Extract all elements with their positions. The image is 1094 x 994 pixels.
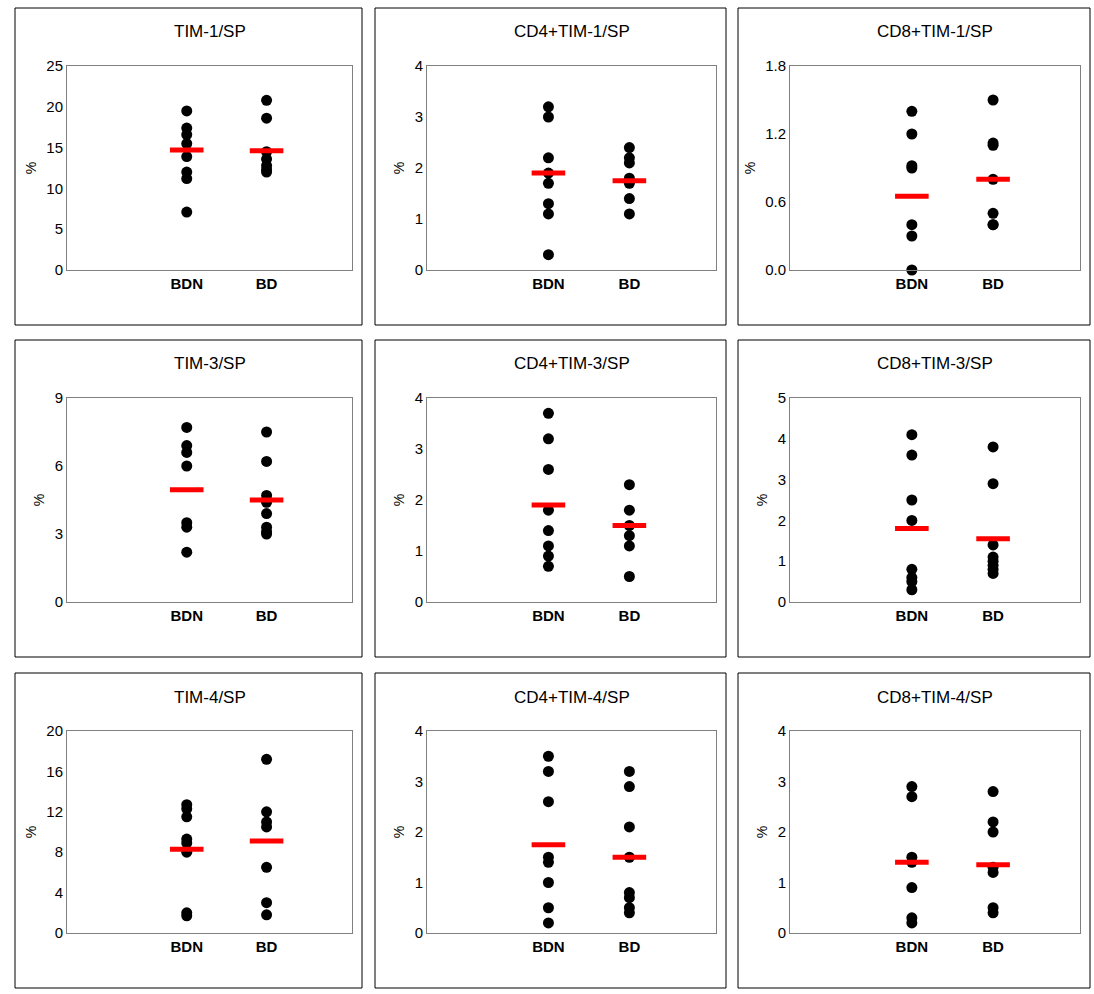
svg-text:25: 25 [46,57,63,74]
svg-text:2: 2 [415,823,423,840]
svg-text:4: 4 [415,389,423,406]
svg-text:BD: BD [256,275,278,292]
svg-text:3: 3 [415,440,423,457]
svg-text:%: % [31,494,47,506]
svg-text:BD: BD [619,275,641,292]
svg-text:3: 3 [778,471,786,488]
svg-text:0: 0 [415,924,423,941]
svg-text:20: 20 [46,722,63,739]
svg-text:1.2: 1.2 [765,125,786,142]
svg-text:3: 3 [778,773,786,790]
svg-text:12: 12 [46,803,63,820]
svg-text:3: 3 [55,525,63,542]
svg-text:0.6: 0.6 [765,193,786,210]
svg-text:%: % [23,162,39,174]
svg-text:0: 0 [778,593,786,610]
svg-text:%: % [391,826,407,838]
svg-text:4: 4 [415,722,423,739]
svg-text:10: 10 [46,180,63,197]
svg-text:20: 20 [46,98,63,115]
svg-text:BDN: BDN [896,938,929,955]
svg-text:BDN: BDN [532,275,565,292]
svg-text:CD4+TIM-4/SP: CD4+TIM-4/SP [514,688,630,707]
svg-text:BDN: BDN [171,275,204,292]
svg-text:%: % [754,826,770,838]
svg-text:0: 0 [415,593,423,610]
svg-text:2: 2 [415,491,423,508]
svg-text:1: 1 [778,552,786,569]
svg-text:BD: BD [619,607,641,624]
svg-text:CD8+TIM-3/SP: CD8+TIM-3/SP [877,354,993,373]
svg-text:%: % [391,162,407,174]
svg-text:BD: BD [256,607,278,624]
svg-text:BDN: BDN [896,607,929,624]
svg-text:2: 2 [778,823,786,840]
svg-text:TIM-4/SP: TIM-4/SP [174,688,246,707]
svg-text:BDN: BDN [171,607,204,624]
svg-text:0: 0 [55,593,63,610]
svg-text:TIM-3/SP: TIM-3/SP [174,354,246,373]
svg-text:BDN: BDN [171,938,204,955]
svg-text:BDN: BDN [896,275,929,292]
svg-text:BDN: BDN [532,938,565,955]
svg-text:1: 1 [415,874,423,891]
svg-text:8: 8 [55,843,63,860]
svg-text:0: 0 [778,924,786,941]
svg-text:TIM-1/SP: TIM-1/SP [174,22,246,41]
svg-text:%: % [391,494,407,506]
svg-text:3: 3 [415,773,423,790]
svg-text:%: % [754,494,770,506]
svg-text:CD8+TIM-4/SP: CD8+TIM-4/SP [877,688,993,707]
svg-text:1: 1 [415,542,423,559]
svg-text:BD: BD [982,938,1004,955]
svg-text:%: % [742,162,758,174]
svg-text:2: 2 [778,512,786,529]
svg-text:0.0: 0.0 [765,261,786,278]
svg-text:CD4+TIM-1/SP: CD4+TIM-1/SP [514,22,630,41]
svg-text:4: 4 [778,430,786,447]
svg-text:6: 6 [55,457,63,474]
svg-text:4: 4 [415,57,423,74]
svg-text:0: 0 [55,924,63,941]
svg-text:BDN: BDN [532,607,565,624]
svg-text:%: % [23,826,39,838]
svg-text:1.8: 1.8 [765,57,786,74]
svg-text:0: 0 [415,261,423,278]
svg-text:BD: BD [982,275,1004,292]
svg-text:BD: BD [256,938,278,955]
svg-text:4: 4 [55,884,63,901]
svg-text:2: 2 [415,159,423,176]
svg-text:16: 16 [46,763,63,780]
svg-text:BD: BD [982,607,1004,624]
svg-text:1: 1 [415,210,423,227]
svg-text:4: 4 [778,722,786,739]
svg-text:BD: BD [619,938,641,955]
svg-text:5: 5 [778,389,786,406]
svg-text:0: 0 [55,261,63,278]
svg-text:5: 5 [55,220,63,237]
svg-text:CD4+TIM-3/SP: CD4+TIM-3/SP [514,354,630,373]
svg-text:15: 15 [46,139,63,156]
svg-text:1: 1 [778,874,786,891]
svg-text:3: 3 [415,108,423,125]
svg-text:CD8+TIM-1/SP: CD8+TIM-1/SP [877,22,993,41]
svg-text:9: 9 [55,389,63,406]
